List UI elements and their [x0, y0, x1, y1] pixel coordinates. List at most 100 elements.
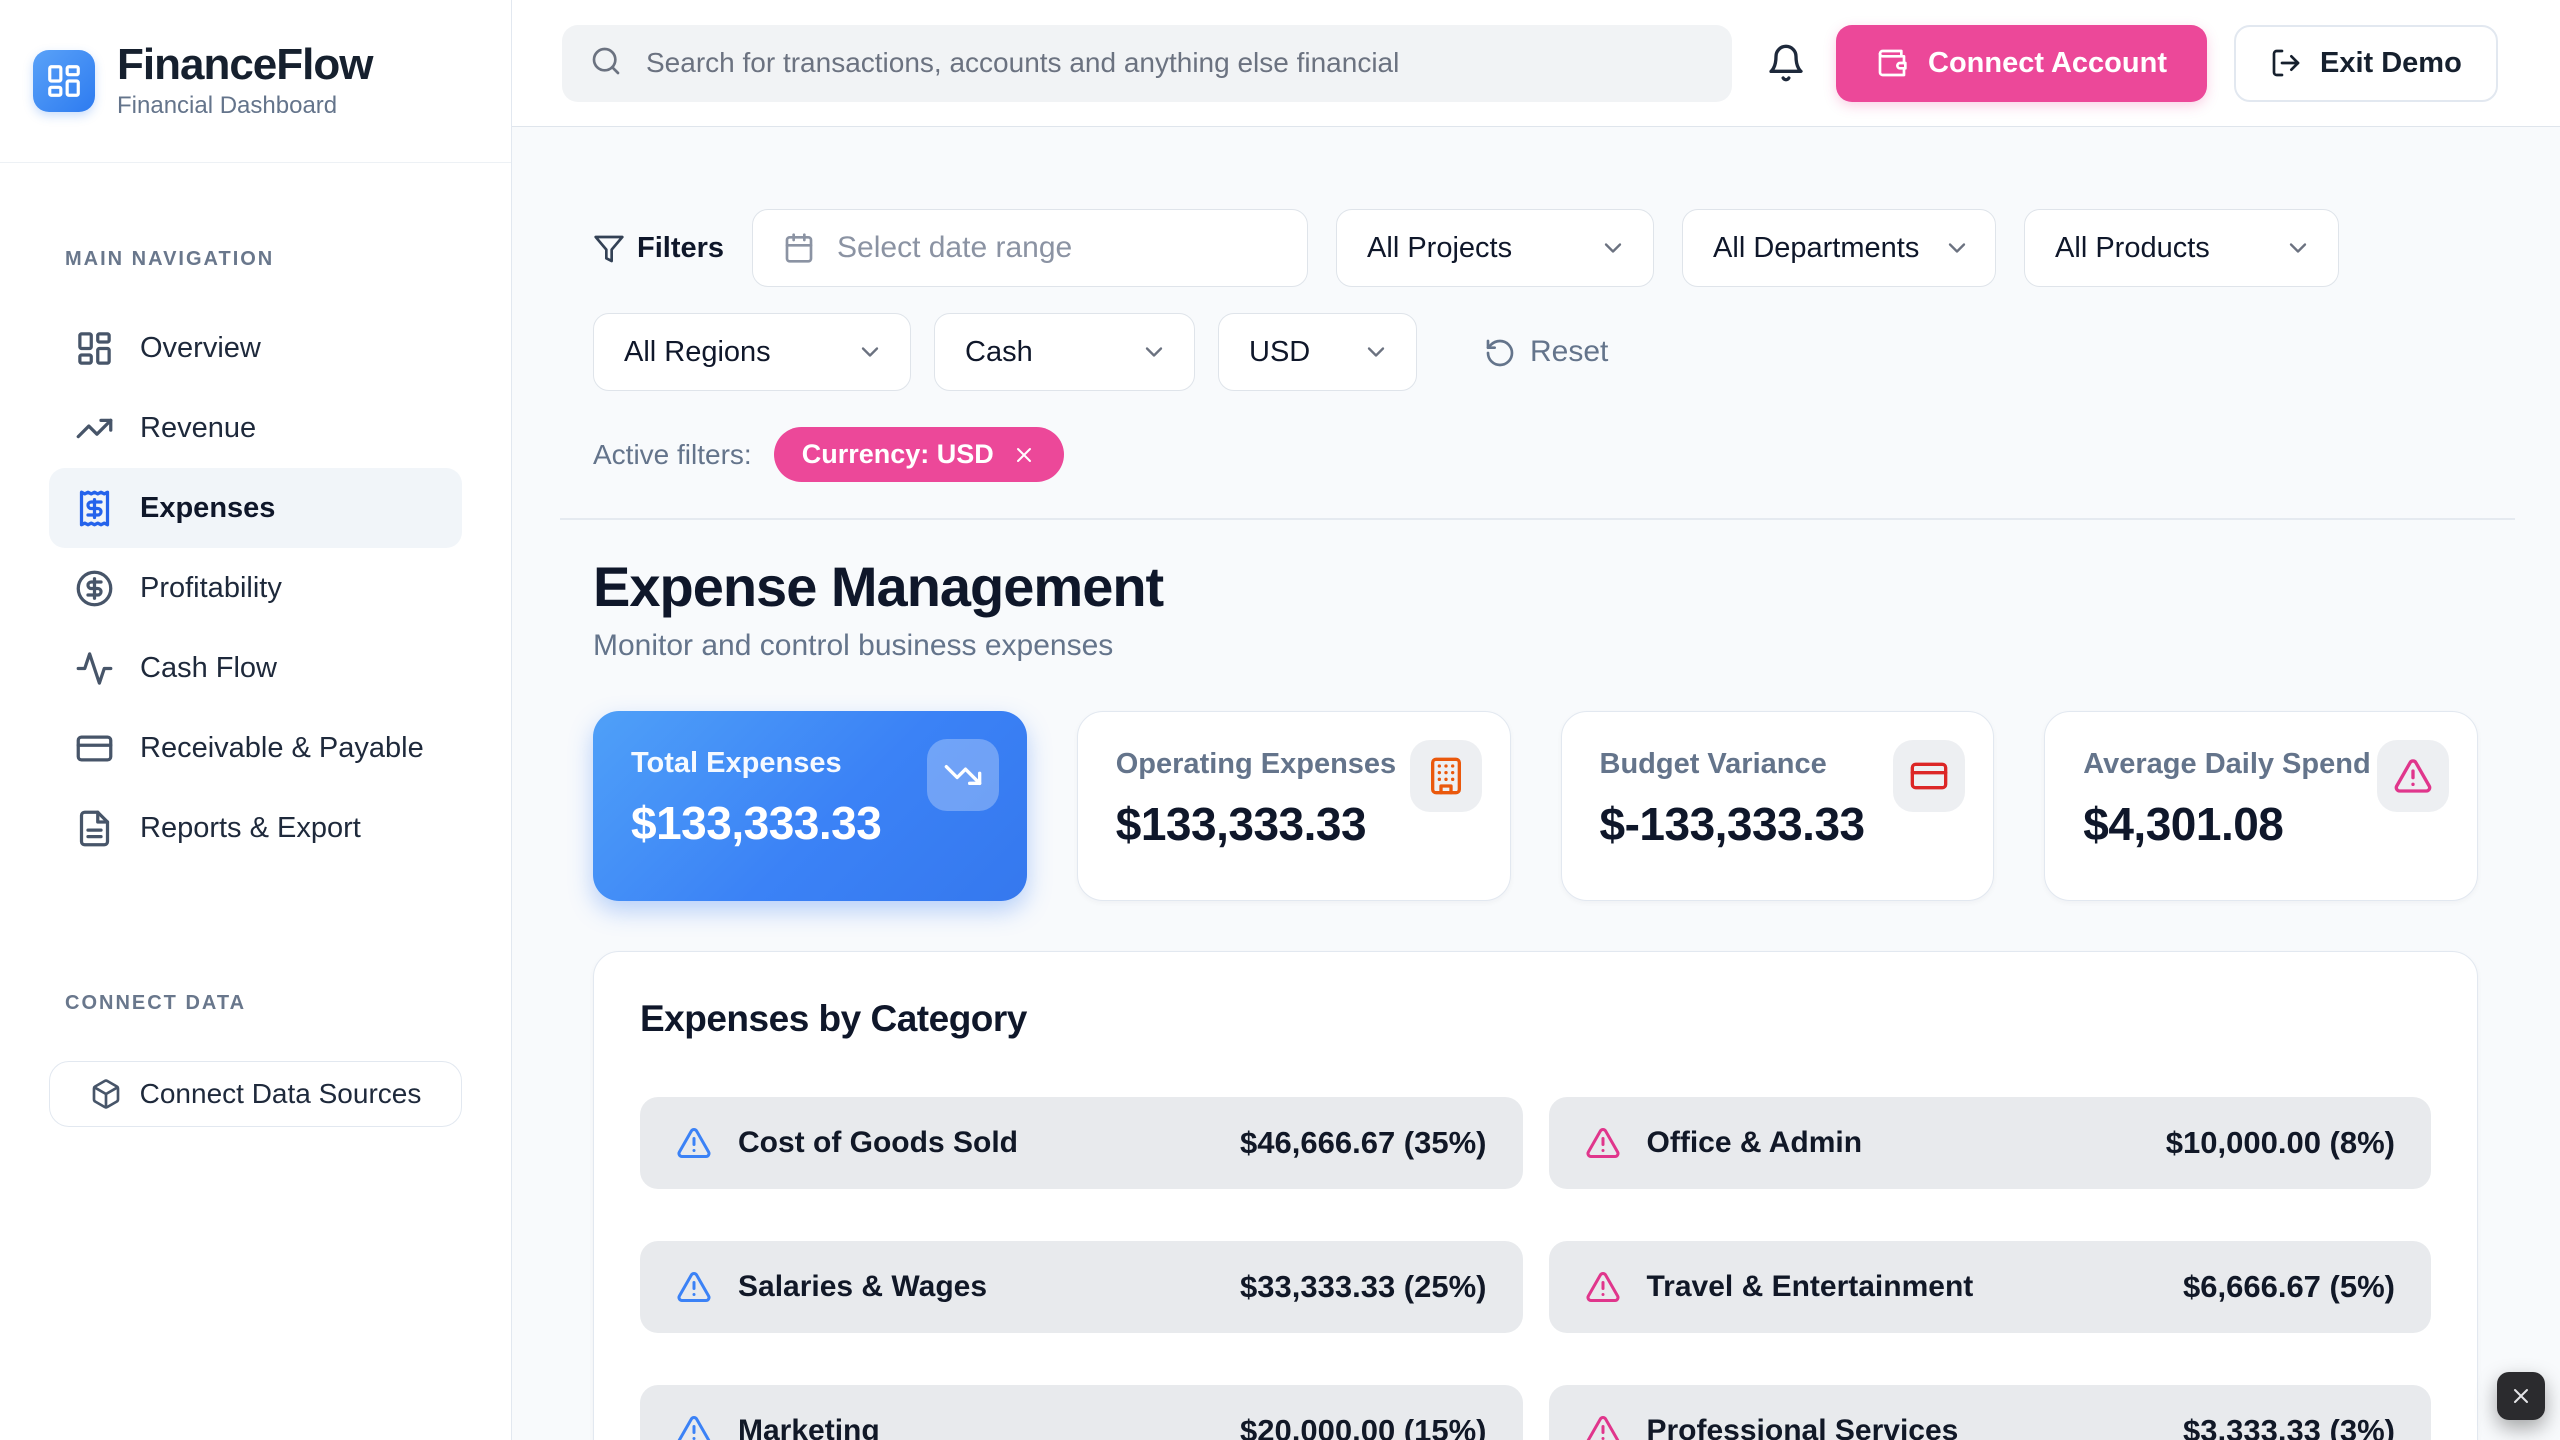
stat-card-label: Operating Expenses: [1115, 748, 1397, 780]
sidebar: FinanceFlow Financial Dashboard MAIN NAV…: [0, 0, 512, 1440]
credit-card-icon: [1893, 740, 1966, 812]
category-row-professional-services: Professional Services $3,333.33 (3%): [1548, 1385, 2431, 1440]
category-label: Marketing: [738, 1414, 880, 1440]
connect-data-sources-button[interactable]: Connect Data Sources: [49, 1061, 462, 1127]
category-value: $10,000.00 (8%): [2165, 1125, 2395, 1160]
sidebar-item-label: Revenue: [140, 411, 257, 444]
stat-card-label: Total Expenses: [631, 747, 842, 779]
reset-label: Reset: [1530, 335, 1609, 368]
app-logo-icon: [33, 50, 95, 112]
app-brand: FinanceFlow Financial Dashboard: [0, 0, 511, 163]
close-icon: [2509, 1384, 2533, 1408]
alert-triangle-icon: [1585, 1269, 1621, 1305]
active-filter-chip[interactable]: Currency: USD: [773, 427, 1064, 482]
category-label: Office & Admin: [1646, 1126, 1863, 1159]
category-label: Cost of Goods Sold: [738, 1126, 1018, 1159]
layout-dashboard-icon: [75, 329, 114, 368]
dropdown-all-regions[interactable]: All Regions: [593, 313, 911, 391]
receipt-icon: [75, 489, 114, 528]
calendar-icon: [783, 232, 815, 264]
filters-title: Filters: [593, 232, 724, 265]
alert-triangle-icon: [1585, 1125, 1621, 1161]
wallet-icon: [1876, 47, 1908, 79]
credit-card-icon: [75, 729, 114, 768]
category-value: $20,000.00 (15%): [1240, 1413, 1487, 1440]
global-search[interactable]: [562, 24, 1732, 102]
search-input[interactable]: [646, 47, 1704, 79]
dropdown-all-departments[interactable]: All Departments: [1682, 209, 1997, 287]
dropdown-selected-value: Cash: [965, 335, 1033, 368]
alert-triangle-icon: [676, 1269, 712, 1305]
stat-card-label: Budget Variance: [1599, 748, 1827, 780]
dropdown-selected-value: All Departments: [1713, 231, 1920, 264]
close-widget-button[interactable]: [2497, 1372, 2545, 1420]
alert-triangle-icon: [676, 1125, 712, 1161]
filters-bar: Filters Select date range All Projects Al…: [560, 209, 2515, 520]
main-content: Filters Select date range All Projects Al…: [512, 127, 2560, 1440]
search-icon: [590, 45, 626, 81]
category-value: $46,666.67 (35%): [1240, 1125, 1487, 1160]
chevron-down-icon: [2284, 234, 2312, 262]
main-navigation: Overview Revenue Expenses Profitability Cash…: [0, 308, 511, 868]
active-filter-chip-label: Currency: USD: [801, 439, 994, 469]
connect-data-label: CONNECT DATA: [65, 992, 247, 1014]
sidebar-item-label: Cash Flow: [140, 651, 277, 684]
category-row-marketing: Marketing $20,000.00 (15%): [640, 1385, 1523, 1440]
dropdown-all-projects[interactable]: All Projects: [1336, 209, 1655, 287]
category-row-salaries-wages: Salaries & Wages $33,333.33 (25%): [640, 1241, 1523, 1333]
filters-title-label: Filters: [637, 231, 725, 264]
expenses-by-category-title: Expenses by Category: [640, 998, 1027, 1039]
stat-card-total-expenses[interactable]: Total Expenses $133,333.33: [593, 711, 1027, 901]
dropdown-cash[interactable]: Cash: [934, 313, 1195, 391]
nav-section-label: MAIN NAVIGATION: [65, 248, 275, 270]
date-range-placeholder: Select date range: [837, 231, 1073, 264]
category-row-office-admin: Office & Admin $10,000.00 (8%): [1548, 1097, 2431, 1189]
exit-demo-label: Exit Demo: [2319, 46, 2462, 79]
stat-card-value: $133,333.33: [1115, 798, 1367, 850]
dropdown-selected-value: All Products: [2055, 231, 2210, 264]
sidebar-item-profitability[interactable]: Profitability: [49, 548, 462, 628]
sidebar-item-reports-export[interactable]: Reports & Export: [49, 788, 462, 868]
dropdown-selected-value: USD: [1249, 335, 1311, 368]
reset-filters-button[interactable]: Reset: [1484, 335, 1608, 369]
sidebar-item-cash-flow[interactable]: Cash Flow: [49, 628, 462, 708]
expenses-by-category-card: Expenses by Category Cost of Goods Sold $…: [593, 951, 2478, 1440]
stat-card-value: $4,301.08: [2083, 798, 2284, 850]
category-label: Salaries & Wages: [738, 1270, 988, 1303]
stat-card-operating-expenses[interactable]: Operating Expenses $133,333.33: [1076, 711, 1511, 901]
dropdown-selected-value: All Regions: [624, 335, 771, 368]
date-range-input[interactable]: Select date range: [752, 209, 1309, 287]
connect-data-sources-label: Connect Data Sources: [139, 1078, 422, 1109]
filters-divider: [560, 518, 2515, 520]
activity-icon: [75, 649, 114, 688]
sidebar-item-overview[interactable]: Overview: [49, 308, 462, 388]
stat-card-value: $133,333.33: [631, 797, 882, 849]
dropdown-selected-value: All Projects: [1367, 231, 1513, 264]
sidebar-item-label: Reports & Export: [140, 811, 361, 844]
chevron-down-icon: [856, 338, 884, 366]
notifications-button[interactable]: [1766, 43, 1806, 83]
category-label: Travel & Entertainment: [1646, 1270, 1974, 1303]
dropdown-usd[interactable]: USD: [1218, 313, 1417, 391]
chevron-down-icon: [1362, 338, 1390, 366]
sidebar-item-expenses[interactable]: Expenses: [49, 468, 462, 548]
stat-card-label: Average Daily Spend: [2083, 748, 2371, 780]
stat-card-average-daily-spend[interactable]: Average Daily Spend $4,301.08: [2044, 711, 2478, 901]
category-list: Cost of Goods Sold $46,666.67 (35%) Office…: [640, 1097, 2431, 1440]
chevron-down-icon: [1943, 234, 1971, 262]
funnel-icon: [593, 233, 624, 263]
page-subtitle: Monitor and control business expenses: [593, 629, 1114, 662]
sidebar-item-label: Overview: [140, 331, 261, 364]
stat-card-budget-variance[interactable]: Budget Variance $-133,333.33: [1560, 711, 1995, 901]
stat-cards: Total Expenses $133,333.33 Operating Expen…: [593, 711, 2478, 901]
package-icon: [90, 1078, 122, 1110]
circle-dollar-icon: [75, 569, 114, 608]
remove-filter-icon[interactable]: [1012, 443, 1036, 467]
connect-account-button[interactable]: Connect Account: [1836, 24, 2207, 102]
sidebar-item-revenue[interactable]: Revenue: [49, 388, 462, 468]
sidebar-item-receivable-payable[interactable]: Receivable & Payable: [49, 708, 462, 788]
category-value: $33,333.33 (25%): [1240, 1269, 1487, 1304]
dropdown-all-products[interactable]: All Products: [2024, 209, 2340, 287]
app-brand-text: FinanceFlow Financial Dashboard: [117, 41, 373, 120]
exit-demo-button[interactable]: Exit Demo: [2233, 24, 2498, 102]
